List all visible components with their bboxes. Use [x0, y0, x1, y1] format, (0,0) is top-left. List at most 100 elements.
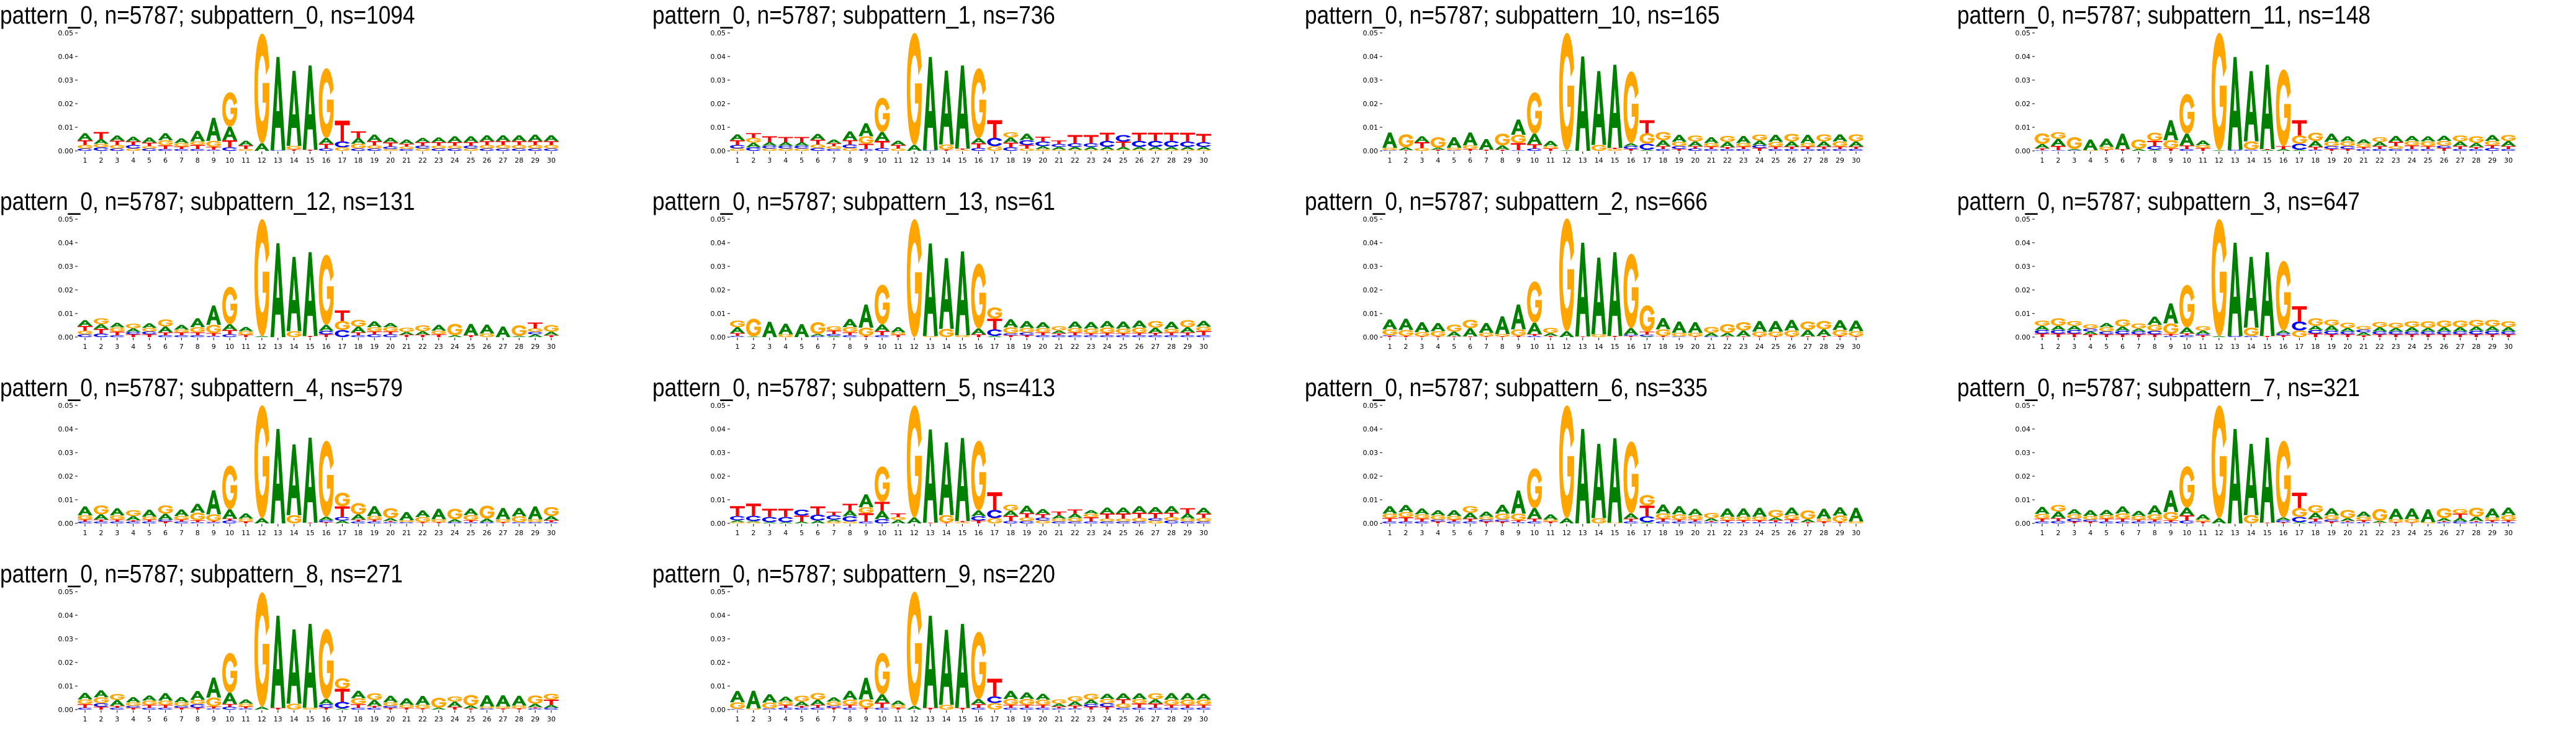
logo-letter-T: [1164, 512, 1179, 517]
logo-letter-A: [745, 690, 761, 709]
logo-letter-T: [1511, 336, 1526, 337]
x-tick-label: 10: [1530, 156, 1539, 165]
logo-letter-A: [1035, 322, 1051, 328]
logo-letter-A: [78, 693, 92, 700]
logo-letter-C: [778, 517, 793, 523]
logo-stack: [174, 325, 189, 337]
x-tick-label: 9: [212, 156, 216, 165]
logo-letter-G: [1462, 320, 1478, 328]
logo-letter-C: [1099, 703, 1115, 707]
logo-letter-T: [544, 520, 559, 523]
logo-letter-A: [415, 695, 430, 705]
logo-letter-C: [794, 145, 809, 149]
logo-letter-T: [875, 702, 890, 708]
x-tick-label: 29: [1835, 156, 1844, 165]
y-tick-label: 0.01: [2015, 310, 2031, 318]
logo-letter-G: [1099, 150, 1115, 151]
logo-letter-T: [1430, 521, 1446, 523]
logo-letter-A: [1704, 518, 1719, 522]
logo-letter-C: [2243, 150, 2259, 151]
logo-letter-T: [1816, 147, 1832, 149]
logo-letter-A: [2227, 243, 2243, 336]
logo-letter-C: [1704, 148, 1719, 151]
x-tick-label: 22: [1723, 156, 1732, 165]
logo-letter-A: [1019, 321, 1035, 328]
logo-letter-T: [125, 334, 141, 337]
logo-letter-C: [1672, 146, 1687, 149]
x-tick-label: 5: [799, 529, 804, 537]
logo-letter-A: [158, 693, 173, 701]
logo-letter-T: [1495, 336, 1510, 337]
logo-stack: [2227, 243, 2243, 337]
x-tick-label: 10: [1530, 529, 1539, 537]
x-tick-label: 5: [1452, 343, 1456, 351]
logo-letter-T: [2485, 145, 2500, 148]
logo-letter-A: [1067, 513, 1083, 518]
logo-letter-A: [1003, 137, 1019, 143]
logo-letter-A: [730, 520, 745, 523]
logo-letter-T: [158, 705, 173, 708]
logo-letter-C: [2485, 330, 2500, 335]
logo-letter-C: [1115, 707, 1131, 710]
y-tick-label: 0.03: [2015, 76, 2031, 84]
logo-letter-A: [2308, 512, 2323, 519]
logo-letter-G: [447, 508, 462, 520]
y-tick-label: 0.05: [58, 29, 74, 37]
logo-stack: [222, 287, 238, 337]
logo-letter-G: [415, 705, 430, 709]
logo-letter-G: [1736, 517, 1751, 521]
logo-letter-T: [745, 133, 761, 138]
x-tick-label: 1: [2040, 156, 2045, 165]
logo-letter-A: [431, 137, 446, 142]
y-tick-label: 0.05: [58, 215, 74, 224]
logo-letter-T: [1752, 336, 1767, 337]
logo-letter-A: [971, 138, 986, 143]
x-tick-label: 24: [2408, 343, 2416, 351]
logo-stack: [125, 697, 141, 710]
logo-letter-T: [2195, 521, 2210, 523]
logo-letter-C: [842, 335, 858, 337]
x-tick-label: 16: [322, 343, 331, 351]
y-tick-label: 0.02: [711, 286, 726, 294]
x-tick-label: 30: [1199, 715, 1208, 723]
logo-letter-T: [1639, 332, 1655, 335]
logo-stack: [1196, 133, 1212, 151]
sequence-logo: 0.000.010.020.030.040.051 2 3 4 5 6 7 8 9 10 11 12 1…: [1363, 402, 1864, 537]
x-tick-label: 8: [1500, 343, 1505, 351]
logo-letter-T: [2099, 334, 2114, 337]
logo-letter-C: [479, 708, 495, 710]
y-tick-label: 0.02: [1363, 100, 1379, 108]
logo-letter-G: [2099, 147, 2114, 150]
logo-letter-A: [463, 136, 479, 142]
logo-stack: [2163, 120, 2179, 151]
logo-letter-T: [875, 331, 890, 335]
logo-letter-G: [1832, 330, 1848, 336]
logo-letter-T: [174, 707, 189, 710]
logo-letter-A: [2276, 330, 2291, 333]
logo-letter-A: [302, 252, 318, 336]
logo-letter-G: [730, 522, 745, 523]
logo-stack: [2147, 132, 2163, 151]
logo-stack: [1800, 135, 1816, 151]
x-tick-label: 21: [1055, 343, 1063, 351]
logo-letter-A: [383, 137, 399, 143]
logo-letter-T: [2452, 513, 2468, 518]
x-tick-label: 2: [2056, 156, 2060, 165]
x-tick-label: 13: [926, 715, 935, 723]
logo-letter-G: [544, 507, 559, 517]
logo-letter-T: [730, 506, 745, 517]
x-tick-label: 13: [274, 156, 282, 165]
logo-stack: [922, 243, 938, 337]
logo-letter-A: [206, 117, 222, 142]
logo-letter-A: [2340, 136, 2356, 142]
logo-letter-G: [1768, 142, 1783, 147]
logo-stack: [906, 592, 922, 710]
logo-stack: [842, 690, 858, 710]
logo-stack: [383, 323, 399, 337]
logo-stack: [2050, 132, 2066, 151]
logo-letter-C: [922, 150, 938, 151]
logo-letter-A: [431, 325, 446, 331]
logo-letter-A: [1196, 320, 1212, 327]
logo-stack: [1607, 438, 1623, 523]
logo-letter-G: [1382, 513, 1397, 518]
